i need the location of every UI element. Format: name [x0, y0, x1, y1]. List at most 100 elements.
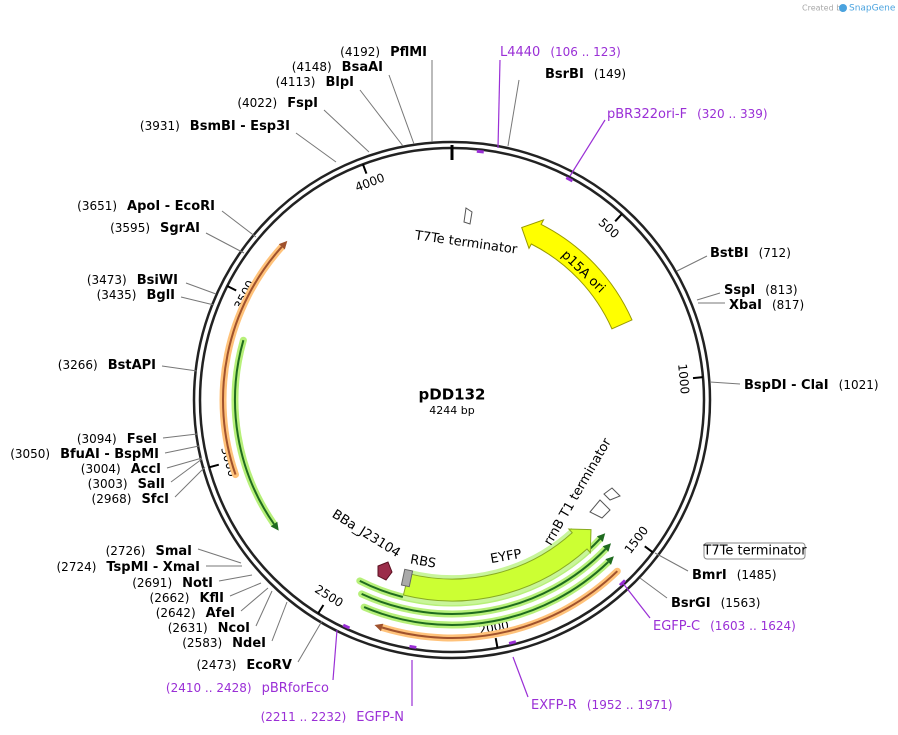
feature-arc: [363, 561, 609, 626]
enzyme-position: (4148): [292, 60, 332, 74]
enzyme-name: KflI: [199, 591, 224, 606]
feature-arc: [222, 246, 283, 475]
primer-name: EXFP-R: [531, 698, 577, 713]
enzyme-leader: [507, 79, 520, 147]
primer-name: EGFP-C: [653, 619, 700, 634]
enzyme-label: (4113) BlpI: [276, 75, 354, 90]
primer-leader: [621, 581, 651, 619]
tick-mark: [494, 637, 499, 649]
enzyme-name: SalI: [138, 477, 165, 492]
enzyme-position: (2726): [106, 544, 146, 558]
enzyme-name: PflMI: [390, 45, 427, 60]
feature-label: T7Te terminator: [413, 228, 519, 257]
enzyme-label: SspI (813): [724, 283, 798, 298]
enzyme-name: AfeI: [206, 606, 235, 621]
primer-site: [618, 579, 627, 587]
brand-icon: [839, 4, 847, 12]
enzyme-position: (2691): [132, 576, 172, 590]
enzyme-name: BsaAI: [342, 60, 383, 75]
enzyme-label: BstBI (712): [710, 246, 791, 261]
tick-mark: [226, 285, 237, 292]
enzyme-name: EcoRV: [246, 658, 292, 673]
enzyme-leader: [164, 445, 200, 454]
primer-site: [476, 149, 484, 154]
enzyme-label: (4148) BsaAI: [292, 60, 383, 75]
enzyme-position: (2631): [168, 621, 208, 635]
enzyme-name: NcoI: [218, 621, 250, 636]
primer-leader: [497, 59, 501, 149]
enzyme-position: (712): [759, 246, 791, 260]
enzyme-label: (3003) SalI: [88, 477, 165, 492]
primer-range: (1603 .. 1624): [710, 619, 796, 633]
tick-mark: [692, 376, 704, 380]
enzyme-label: (2726) SmaI: [106, 544, 192, 559]
enzyme-position: (3050): [10, 447, 50, 461]
rbs-box: [400, 568, 414, 588]
enzyme-leader: [295, 132, 337, 163]
enzyme-name: BstBI: [710, 246, 749, 261]
tick-label: 2500: [312, 582, 345, 610]
primer-site: [508, 640, 517, 645]
enzyme-name: BsiWI: [137, 273, 178, 288]
feature-arc-head: [596, 533, 606, 542]
primer-label: EXFP-R (1952 .. 1971): [531, 698, 673, 713]
primer-leader: [569, 119, 606, 177]
enzyme-label: (3094) FseI: [77, 432, 157, 447]
enzyme-leader: [709, 381, 741, 385]
primer-leader: [332, 629, 338, 681]
enzyme-leader: [180, 296, 215, 306]
enzyme-position: (2724): [57, 560, 97, 574]
enzyme-label: BsrGI (1563): [671, 596, 760, 611]
enzyme-label: BspDI - ClaI (1021): [744, 378, 879, 393]
enzyme-position: (1021): [839, 378, 879, 392]
primer-range: (106 .. 123): [550, 45, 620, 59]
enzyme-leader: [205, 232, 245, 254]
enzyme-leader: [221, 210, 257, 238]
enzyme-label: (3595) SgrAI: [110, 221, 200, 236]
enzyme-name: BmrI: [692, 568, 727, 583]
tick-mark: [208, 463, 220, 469]
enzyme-leader: [197, 548, 242, 564]
p15a-ori-arrow: [521, 219, 633, 330]
enzyme-position: (1485): [737, 568, 777, 582]
enzyme-label: BmrI (1485): [692, 568, 777, 583]
enzyme-leader: [654, 552, 689, 572]
promoter-arrow: [377, 561, 393, 581]
feature-label: EYFP: [489, 547, 523, 567]
enzyme-label: (3473) BsiWI: [87, 273, 178, 288]
brand: SnapGene: [849, 4, 896, 14]
enzyme-label: (3004) AccI: [81, 462, 161, 477]
feature-label: BBa_J23104: [329, 507, 403, 561]
primer-site: [565, 176, 574, 183]
feature-arc-head: [602, 543, 611, 552]
enzyme-label: (3050) BfuAI - BspMI: [10, 447, 159, 462]
enzyme-label: (2642) AfeI: [156, 606, 235, 621]
enzyme-leader: [240, 587, 269, 612]
primer-label: EGFP-C (1603 .. 1624): [653, 619, 796, 634]
primer-label: pBR322ori-F (320 .. 339): [607, 107, 768, 122]
enzyme-position: (3094): [77, 432, 117, 446]
tick-mark: [317, 604, 325, 615]
enzyme-label: (2691) NotI: [132, 576, 213, 591]
enzyme-name: BlpI: [325, 75, 354, 90]
enzyme-name: SspI: [724, 283, 755, 298]
enzyme-leader: [359, 89, 404, 147]
enzyme-label: XbaI (817): [729, 298, 804, 313]
tick-label: 1500: [622, 524, 652, 557]
enzyme-name: NdeI: [232, 636, 266, 651]
primer-site: [342, 623, 351, 630]
backbone-outer: [192, 140, 712, 660]
enzyme-label: (2662) KflI: [150, 591, 224, 606]
primer-name: EGFP-N: [356, 710, 404, 725]
enzyme-label: (3266) BstAPI: [58, 358, 156, 373]
primer-name: pBRforEco: [262, 681, 329, 696]
enzyme-leader: [170, 458, 203, 483]
enzyme-label: (3435) BglI: [97, 288, 175, 303]
tick-label: 1000: [675, 363, 692, 395]
plasmid-length: 4244 bp: [429, 404, 474, 417]
feature-arc-head: [605, 556, 614, 565]
feature-arc: [361, 548, 607, 615]
enzyme-position: (3003): [88, 477, 128, 491]
enzyme-leader: [271, 601, 288, 642]
enzyme-leader: [696, 292, 721, 301]
